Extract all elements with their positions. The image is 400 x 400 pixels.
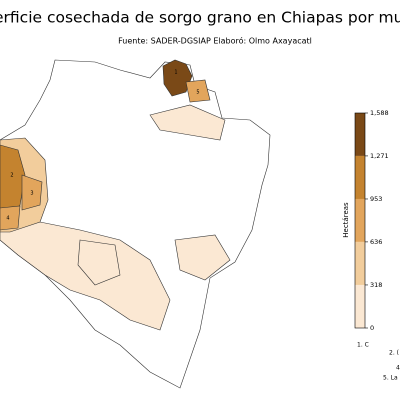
- region-label: 1: [174, 70, 177, 76]
- region-label: 3: [30, 191, 33, 197]
- legend-entry: 4: [396, 365, 400, 372]
- region: [185, 79, 211, 103]
- region: [174, 234, 231, 281]
- region-label: 4: [6, 216, 9, 222]
- legend-entry: 1. C: [357, 342, 369, 349]
- region: [0, 221, 171, 331]
- region-label: 2: [10, 173, 13, 179]
- colorbar-tick-label: 1,271: [370, 152, 389, 160]
- colorbar-segment: [355, 241, 365, 285]
- colorbar-segment: [355, 284, 365, 328]
- legend-entry: 2. (: [389, 350, 399, 357]
- region: [149, 104, 226, 141]
- colorbar-tick-label: 1,588: [370, 109, 389, 117]
- colorbar-frame: [354, 112, 366, 329]
- region: [77, 239, 121, 286]
- colorbar-segment: [355, 198, 365, 242]
- colorbar-tick-label: 953: [370, 195, 382, 203]
- region: [0, 144, 26, 223]
- legend-entry: 5. La: [383, 375, 398, 382]
- map-title: erficie cosechada de sorgo grano en Chia…: [0, 9, 400, 27]
- region: [0, 205, 21, 231]
- colorbar-label: Hectáreas: [342, 202, 350, 238]
- region: [21, 174, 43, 211]
- state-map: [0, 59, 271, 389]
- colorbar-segment: [355, 155, 365, 199]
- colorbar-segment: [355, 113, 365, 156]
- colorbar-tick-label: 636: [370, 238, 382, 246]
- colorbar-tick-label: 0: [370, 324, 374, 332]
- map-subtitle: Fuente: SADER-DGSIAP Elaboró: Olmo Axaya…: [118, 36, 312, 46]
- colorbar-tick-label: 318: [370, 281, 382, 289]
- region-label: 5: [196, 90, 199, 96]
